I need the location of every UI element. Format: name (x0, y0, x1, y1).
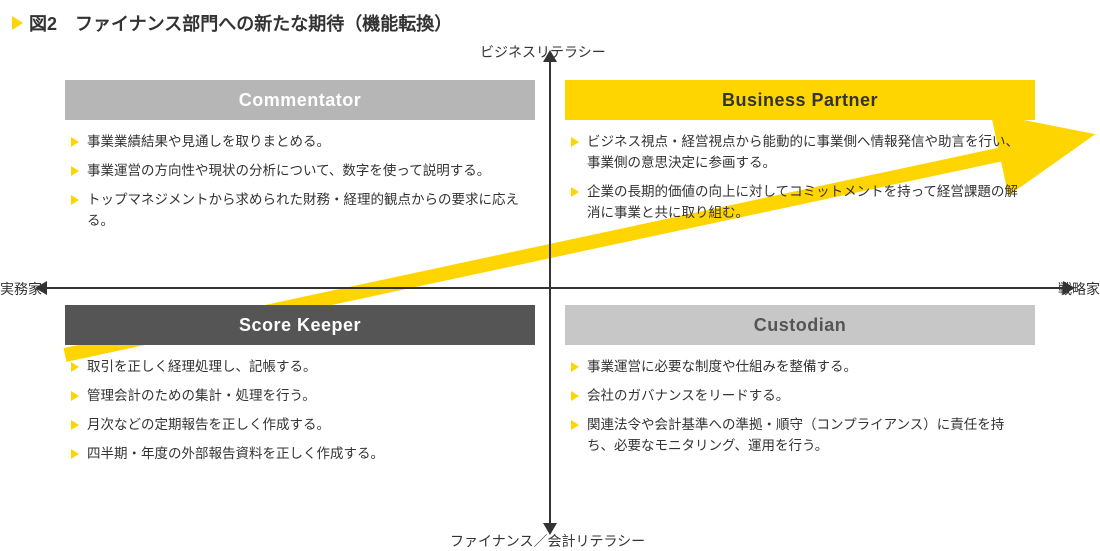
bullet-text: 会社のガバナンスをリードする。 (587, 386, 789, 407)
bullet-item: トップマネジメントから求められた財務・経理的観点からの要求に応える。 (71, 190, 529, 232)
quadrant-body-score-keeper: 取引を正しく経理処理し、記帳する。管理会計のための集計・処理を行う。月次などの定… (65, 345, 535, 465)
quadrant-header-business-partner: Business Partner (565, 80, 1035, 120)
axis-label-top: ビジネスリテラシー (480, 42, 606, 62)
bullet-marker-icon (571, 362, 579, 372)
quadrant-body-custodian: 事業運営に必要な制度や仕組みを整備する。会社のガバナンスをリードする。関連法令や… (565, 345, 1035, 457)
bullet-marker-icon (571, 391, 579, 401)
quadrant-bottom-right: Custodian 事業運営に必要な制度や仕組みを整備する。会社のガバナンスをリ… (565, 305, 1035, 465)
title-marker-icon (12, 16, 23, 30)
bullet-item: 事業業績結果や見通しを取りまとめる。 (71, 132, 529, 153)
quadrant-body-commentator: 事業業績結果や見通しを取りまとめる。事業運営の方向性や現状の分析について、数字を… (65, 120, 535, 232)
axis-label-left: 実務家 (0, 279, 42, 299)
bullet-text: 事業業績結果や見通しを取りまとめる。 (87, 132, 330, 153)
bullet-item: ビジネス視点・経営視点から能動的に事業側へ情報発信や助言を行い、事業側の意思決定… (571, 132, 1029, 174)
quadrant-top-right: Business Partner ビジネス視点・経営視点から能動的に事業側へ情報… (565, 80, 1035, 232)
bullet-text: 企業の長期的価値の向上に対してコミットメントを持って経営課題の解消に事業と共に取… (587, 182, 1029, 224)
bullet-marker-icon (71, 420, 79, 430)
bullet-marker-icon (71, 362, 79, 372)
bullet-marker-icon (571, 420, 579, 430)
bullet-marker-icon (71, 195, 79, 205)
axis-horizontal (45, 287, 1065, 289)
bullet-marker-icon (71, 166, 79, 176)
bullet-item: 月次などの定期報告を正しく作成する。 (71, 415, 529, 436)
quadrant-header-commentator: Commentator (65, 80, 535, 120)
bullet-text: 四半期・年度の外部報告資料を正しく作成する。 (87, 444, 384, 465)
bullet-marker-icon (71, 449, 79, 459)
bullet-text: 関連法令や会計基準への準拠・順守（コンプライアンス）に責任を持ち、必要なモニタリ… (587, 415, 1029, 457)
bullet-item: 事業運営の方向性や現状の分析について、数字を使って説明する。 (71, 161, 529, 182)
quadrant-body-business-partner: ビジネス視点・経営視点から能動的に事業側へ情報発信や助言を行い、事業側の意思決定… (565, 120, 1035, 224)
bullet-text: ビジネス視点・経営視点から能動的に事業側へ情報発信や助言を行い、事業側の意思決定… (587, 132, 1029, 174)
bullet-item: 関連法令や会計基準への準拠・順守（コンプライアンス）に責任を持ち、必要なモニタリ… (571, 415, 1029, 457)
figure-title-text: 図2 ファイナンス部門への新たな期待（機能転換） (29, 10, 452, 36)
bullet-text: 事業運営に必要な制度や仕組みを整備する。 (587, 357, 857, 378)
bullet-text: 管理会計のための集計・処理を行う。 (87, 386, 316, 407)
quadrant-top-left: Commentator 事業業績結果や見通しを取りまとめる。事業運営の方向性や現… (65, 80, 535, 240)
bullet-marker-icon (571, 187, 579, 197)
quadrant-header-score-keeper: Score Keeper (65, 305, 535, 345)
quadrant-header-custodian: Custodian (565, 305, 1035, 345)
bullet-marker-icon (571, 137, 579, 147)
quadrant-bottom-left: Score Keeper 取引を正しく経理処理し、記帳する。管理会計のための集計… (65, 305, 535, 473)
bullet-marker-icon (71, 137, 79, 147)
bullet-item: 事業運営に必要な制度や仕組みを整備する。 (571, 357, 1029, 378)
bullet-text: 取引を正しく経理処理し、記帳する。 (87, 357, 317, 378)
axis-vertical (549, 60, 551, 525)
figure-title: 図2 ファイナンス部門への新たな期待（機能転換） (12, 10, 452, 36)
bullet-marker-icon (71, 391, 79, 401)
bullet-text: 月次などの定期報告を正しく作成する。 (87, 415, 330, 436)
axis-label-right: 戦略家 (1058, 279, 1100, 299)
bullet-text: 事業運営の方向性や現状の分析について、数字を使って説明する。 (87, 161, 490, 182)
bullet-text: トップマネジメントから求められた財務・経理的観点からの要求に応える。 (87, 190, 529, 232)
axis-label-bottom: ファイナンス／会計リテラシー (450, 531, 645, 551)
bullet-item: 会社のガバナンスをリードする。 (571, 386, 1029, 407)
bullet-item: 四半期・年度の外部報告資料を正しく作成する。 (71, 444, 529, 465)
bullet-item: 取引を正しく経理処理し、記帳する。 (71, 357, 529, 378)
bullet-item: 管理会計のための集計・処理を行う。 (71, 386, 529, 407)
bullet-item: 企業の長期的価値の向上に対してコミットメントを持って経営課題の解消に事業と共に取… (571, 182, 1029, 224)
